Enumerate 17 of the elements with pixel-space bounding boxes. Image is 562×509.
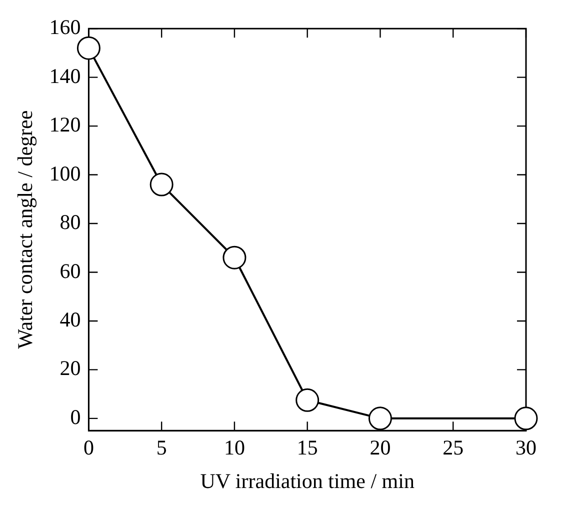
x-tick-label: 30 xyxy=(516,436,536,460)
y-axis-title: Water contact angle / degree xyxy=(13,110,38,349)
y-tick-label: 40 xyxy=(60,307,81,332)
x-tick-label: 20 xyxy=(370,436,391,460)
y-tick-label: 160 xyxy=(49,15,81,40)
x-tick-label: 5 xyxy=(156,436,167,460)
x-tick-label: 10 xyxy=(224,436,245,460)
y-tick-label: 20 xyxy=(60,356,81,380)
y-tick-label: 0 xyxy=(70,404,81,429)
x-tick-label: 15 xyxy=(296,436,318,460)
y-tick-label: 60 xyxy=(60,258,81,283)
y-tick-label: 140 xyxy=(49,64,81,88)
y-tick-label: 120 xyxy=(49,112,81,137)
x-tick-label: 25 xyxy=(442,436,464,460)
y-tick-label: 100 xyxy=(49,161,81,186)
y-tick-label: 80 xyxy=(60,210,81,234)
x-axis-title: UV irradiation time / min xyxy=(200,468,415,493)
